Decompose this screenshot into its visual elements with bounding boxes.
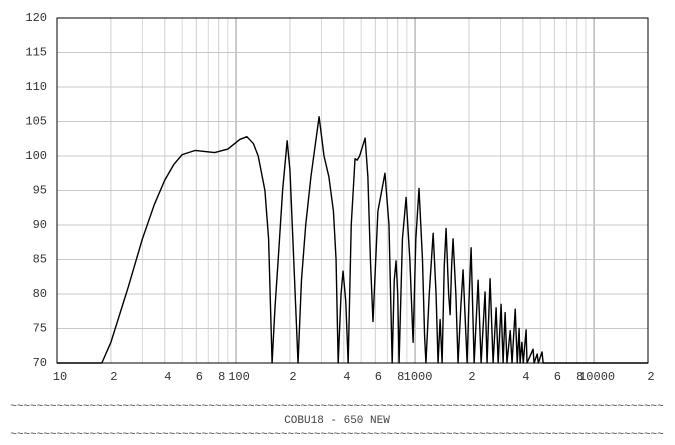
y-tick-label: 95 xyxy=(33,184,47,198)
x-tick-label: 6 xyxy=(375,370,382,384)
x-tick-label: 10000 xyxy=(579,370,615,384)
x-tick-label: 6 xyxy=(196,370,203,384)
x-tick-label: 4 xyxy=(522,370,529,384)
x-tick-label: 8 xyxy=(218,370,225,384)
y-tick-label: 75 xyxy=(33,322,47,336)
y-tick-label: 110 xyxy=(25,80,47,94)
plot-frame xyxy=(56,17,649,364)
x-tick-label: 2 xyxy=(468,370,475,384)
separator-top: ~~~~~~~~~~~~~~~~~~~~~~~~~~~~~~~~~~~~~~~~… xyxy=(10,401,664,413)
y-tick-label: 115 xyxy=(25,46,47,60)
x-tick-label: 2 xyxy=(647,370,654,384)
x-tick-label: 8 xyxy=(576,370,583,384)
x-tick-label: 2 xyxy=(110,370,117,384)
x-tick-label: 4 xyxy=(164,370,171,384)
x-tick-label: 10 xyxy=(53,370,67,384)
y-tick-label: 70 xyxy=(33,356,47,370)
y-tick-label: 85 xyxy=(33,253,47,267)
x-tick-label: 8 xyxy=(397,370,404,384)
caption: COBU18 - 650 NEW xyxy=(284,415,390,427)
y-tick-label: 120 xyxy=(25,11,47,25)
x-tick-label: 6 xyxy=(554,370,561,384)
y-tick-label: 80 xyxy=(33,287,47,301)
x-tick-label: 100 xyxy=(228,370,250,384)
x-tick-label: 2 xyxy=(289,370,296,384)
response-line xyxy=(57,115,648,364)
y-tick-label: 105 xyxy=(25,115,47,129)
separator-bottom: ~~~~~~~~~~~~~~~~~~~~~~~~~~~~~~~~~~~~~~~~… xyxy=(10,429,664,441)
x-tick-label: 1000 xyxy=(404,370,433,384)
y-tick-label: 90 xyxy=(33,218,47,232)
y-tick-label: 100 xyxy=(25,149,47,163)
x-tick-label: 4 xyxy=(343,370,350,384)
